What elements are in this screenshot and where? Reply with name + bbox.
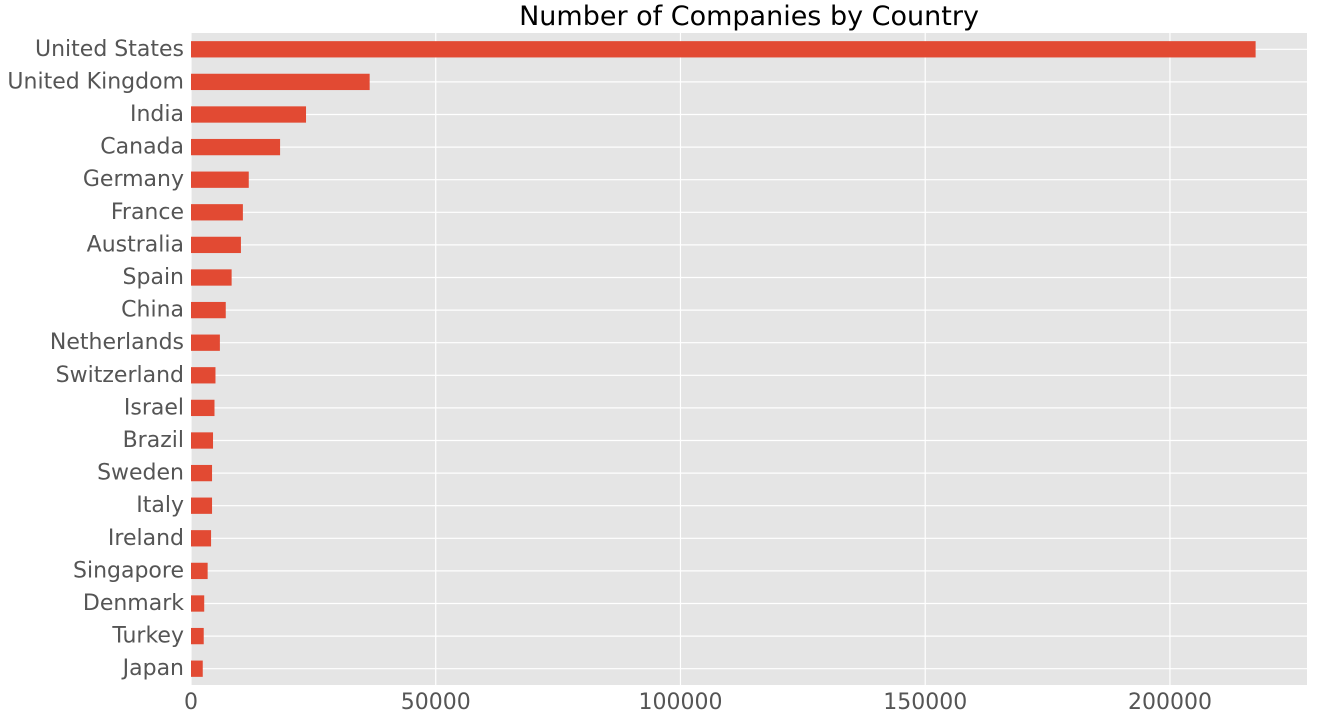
plot-area: [191, 33, 1307, 685]
x-tick-label: 0: [184, 690, 198, 715]
y-tick-label: Denmark: [83, 591, 184, 616]
y-tick-label: Singapore: [73, 558, 184, 583]
y-tick-label: France: [111, 200, 184, 225]
x-tick-label: 100000: [638, 690, 722, 715]
bar-singapore: [191, 562, 208, 580]
bar-germany: [191, 171, 249, 188]
y-tick-label: Canada: [100, 135, 184, 160]
bar-canada: [191, 138, 281, 156]
bar-united-states: [191, 41, 1256, 58]
y-tick-label: Sweden: [97, 461, 184, 486]
x-tick-label: 200000: [1128, 690, 1212, 715]
y-tick-label: Germany: [83, 167, 184, 192]
bar-italy: [191, 497, 213, 514]
bar-israel: [191, 399, 215, 417]
bar-ireland: [191, 530, 212, 547]
y-tick-label: Netherlands: [50, 330, 184, 355]
y-tick-label: Italy: [136, 493, 184, 518]
bar-denmark: [191, 595, 205, 612]
bar-brazil: [191, 432, 214, 449]
bar-turkey: [191, 627, 204, 645]
y-tick-label: Switzerland: [56, 363, 184, 388]
bar-france: [191, 204, 243, 221]
y-tick-label: China: [121, 298, 184, 323]
bar-united-kingdom: [191, 73, 370, 91]
y-tick-label: Spain: [123, 265, 184, 290]
y-tick-labels: United States United Kingdom India Canada Ge…: [7, 37, 184, 681]
bar-netherlands: [191, 334, 220, 351]
y-tick-label: Israel: [124, 395, 184, 420]
x-tick-label: 50000: [401, 690, 471, 715]
y-tick-label: Ireland: [108, 526, 184, 551]
y-tick-label: Brazil: [123, 428, 184, 453]
bar-india: [191, 106, 307, 123]
bars: [191, 41, 1256, 677]
x-tick-labels: 0 50000 100000 150000 200000: [184, 690, 1212, 715]
y-tick-label: Turkey: [111, 624, 184, 649]
bar-spain: [191, 269, 232, 286]
bar-china: [191, 301, 226, 319]
bar-japan: [191, 660, 203, 677]
bar-sweden: [191, 464, 213, 482]
bar-switzerland: [191, 367, 216, 384]
chart-title: Number of Companies by Country: [519, 1, 979, 32]
y-tick-label: Japan: [121, 656, 184, 681]
y-tick-label: United Kingdom: [7, 69, 184, 94]
x-tick-label: 150000: [883, 690, 967, 715]
y-tick-label: India: [130, 102, 184, 127]
y-tick-label: Australia: [87, 232, 184, 257]
bar-australia: [191, 236, 241, 254]
y-tick-label: United States: [35, 37, 184, 62]
